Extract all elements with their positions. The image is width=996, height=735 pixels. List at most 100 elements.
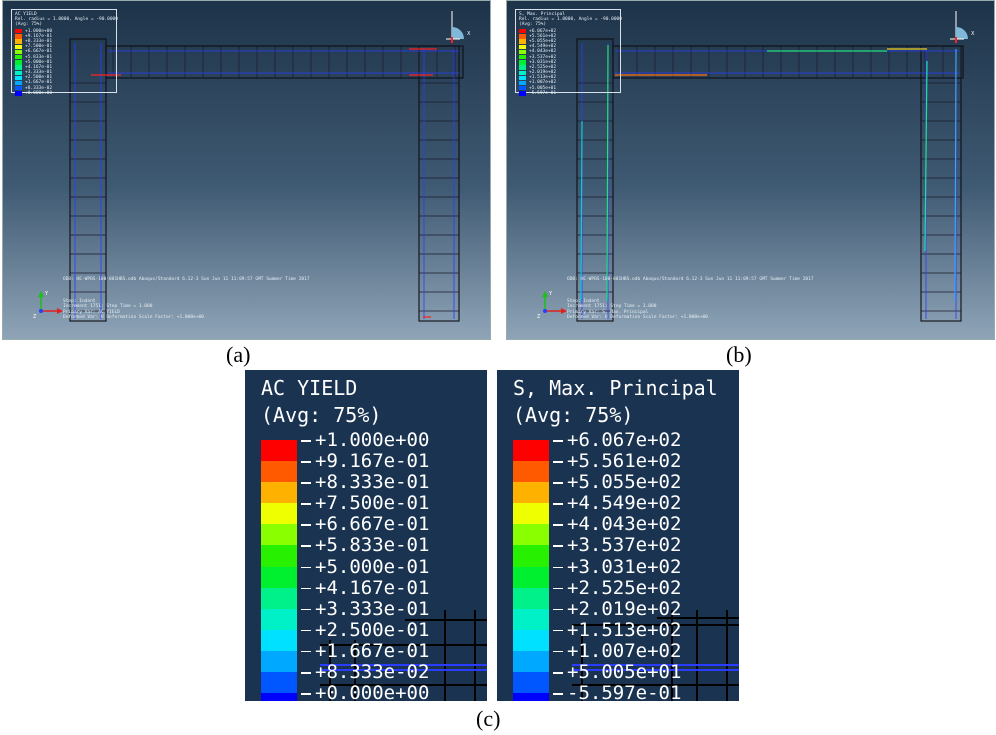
color-swatch <box>519 65 526 70</box>
color-swatch <box>261 672 297 694</box>
legend-value: +1.513e+02 <box>529 75 557 81</box>
legend-value: +7.500e-01 <box>25 44 53 50</box>
legend-entry: +1.513e+02 <box>519 75 617 80</box>
color-swatch <box>261 650 297 673</box>
legend-entry: +5.833e-01 <box>15 55 113 60</box>
caption-c: (c) <box>476 706 501 731</box>
color-swatch <box>15 60 22 65</box>
legend-tick <box>301 672 311 674</box>
legend-value: +5.005e+01 <box>567 661 682 684</box>
legend-value: +1.007e+02 <box>529 80 557 86</box>
legend-value: +4.043e+02 <box>567 513 682 536</box>
color-swatch <box>519 70 526 75</box>
color-swatch <box>15 91 22 96</box>
color-swatch <box>261 693 297 701</box>
color-swatch <box>261 587 297 609</box>
legend-value: +5.561e+02 <box>529 33 557 39</box>
color-swatch <box>261 482 297 504</box>
viewport-max-principal: S, Max. Principal Rel. radius = 1.0000, … <box>506 0 995 340</box>
legend-tick <box>553 482 563 484</box>
color-swatch <box>519 80 526 86</box>
legend-tick <box>301 461 311 463</box>
legend-value: +6.667e-01 <box>25 49 53 55</box>
color-swatch <box>519 29 526 34</box>
legend-entry: +1.667e-01 <box>15 80 113 85</box>
color-swatch <box>513 587 549 609</box>
color-swatch <box>519 60 526 65</box>
axis-label: Y <box>44 291 49 297</box>
legend-tick <box>301 566 311 569</box>
color-swatch <box>513 672 549 694</box>
legend-entry: +5.561e+02 <box>519 34 617 39</box>
legend-value: +2.500e-01 <box>315 618 430 641</box>
legend-value: +5.000e-01 <box>25 59 53 65</box>
color-swatch <box>519 75 526 81</box>
viewport-ac-yield: AC YIELD Rel. radius = 1.0000, Angle = -… <box>2 0 491 340</box>
legend-subtitle: Rel. radius = 1.0000, Angle = -90.0000 <box>519 17 622 23</box>
legend-tick <box>553 440 563 442</box>
color-swatch <box>519 86 526 91</box>
color-swatch <box>519 44 526 49</box>
contour-legend: S, Max. Principal Rel. radius = 1.0000, … <box>515 9 622 96</box>
legend-tick <box>553 608 563 611</box>
legend-value: +5.561e+02 <box>567 450 682 473</box>
caption-b: (b) <box>726 342 752 367</box>
legend-value: +2.019e+02 <box>567 597 682 620</box>
color-swatch <box>261 545 297 567</box>
legend-entry: +2.019e+02 <box>519 70 617 75</box>
color-swatch <box>513 566 549 588</box>
legend-subtitle: Rel. radius = 1.0000, Angle = -90.0000 <box>15 17 118 23</box>
legend-value: +1.000e+00 <box>25 28 53 34</box>
legend-tick <box>553 629 563 632</box>
axes-triad-icon: Y Z <box>537 291 567 319</box>
color-swatch <box>261 608 297 630</box>
legend-tick <box>301 545 311 547</box>
color-swatch <box>513 524 549 546</box>
color-swatch <box>15 39 22 44</box>
step-info: Step: Indent Increment 1751: Step Time =… <box>63 299 204 321</box>
legend-value: +9.167e-01 <box>315 450 430 473</box>
legend-value: +1.513e+02 <box>567 618 682 641</box>
frame-mesh <box>69 38 464 322</box>
color-swatch <box>513 503 549 525</box>
color-swatch <box>513 650 549 673</box>
step-line: Step: Indent <box>63 299 96 304</box>
legend-value: +4.043e+02 <box>529 49 557 55</box>
legend-tick <box>301 693 311 695</box>
legend-value: +2.019e+02 <box>529 70 557 76</box>
legend-value: +1.667e-01 <box>25 80 53 86</box>
legend-tick <box>553 503 563 505</box>
color-swatch <box>261 524 297 546</box>
color-swatch <box>15 49 22 55</box>
step-line: Increment 1751: Step Time = 1.000 <box>63 304 153 310</box>
legend-tick <box>301 587 311 590</box>
legend-entry: +1.007e+02 <box>519 80 617 85</box>
contour-legend: AC YIELD Rel. radius = 1.0000, Angle = -… <box>11 9 118 96</box>
legend-average: (Avg: 75%) <box>513 403 634 427</box>
step-line: Step: Indent <box>567 299 600 304</box>
legend-average: (Avg: 75%) <box>519 22 547 28</box>
legend-title: S, Max. Principal <box>513 376 718 400</box>
axis-label: X <box>467 31 471 37</box>
legend-tick <box>301 629 311 632</box>
legend-value: +5.833e-01 <box>25 54 53 60</box>
color-swatch <box>15 75 22 81</box>
legend-value: +3.031e+02 <box>529 59 557 65</box>
color-swatch <box>519 39 526 44</box>
color-swatch <box>15 29 22 34</box>
axis-label: X <box>971 31 975 37</box>
axis-label: Y <box>548 291 553 297</box>
color-swatch <box>15 80 22 86</box>
legend-value: +5.055e+02 <box>567 471 682 494</box>
legend-value: +4.549e+02 <box>529 44 557 50</box>
legend-tick <box>553 587 563 590</box>
legend-value: +6.067e+02 <box>567 429 682 451</box>
legend-entry: +3.031e+02 <box>519 60 617 65</box>
legend-entry: +0.000e+00 <box>15 91 113 96</box>
legend-tick <box>301 482 311 484</box>
legend-entry: +8.333e-02 <box>15 86 113 91</box>
legend-entry: +3.333e-01 <box>15 70 113 75</box>
legend-entry: +4.167e-01 <box>15 65 113 70</box>
color-swatch <box>513 693 549 701</box>
legend-tick <box>553 461 563 463</box>
